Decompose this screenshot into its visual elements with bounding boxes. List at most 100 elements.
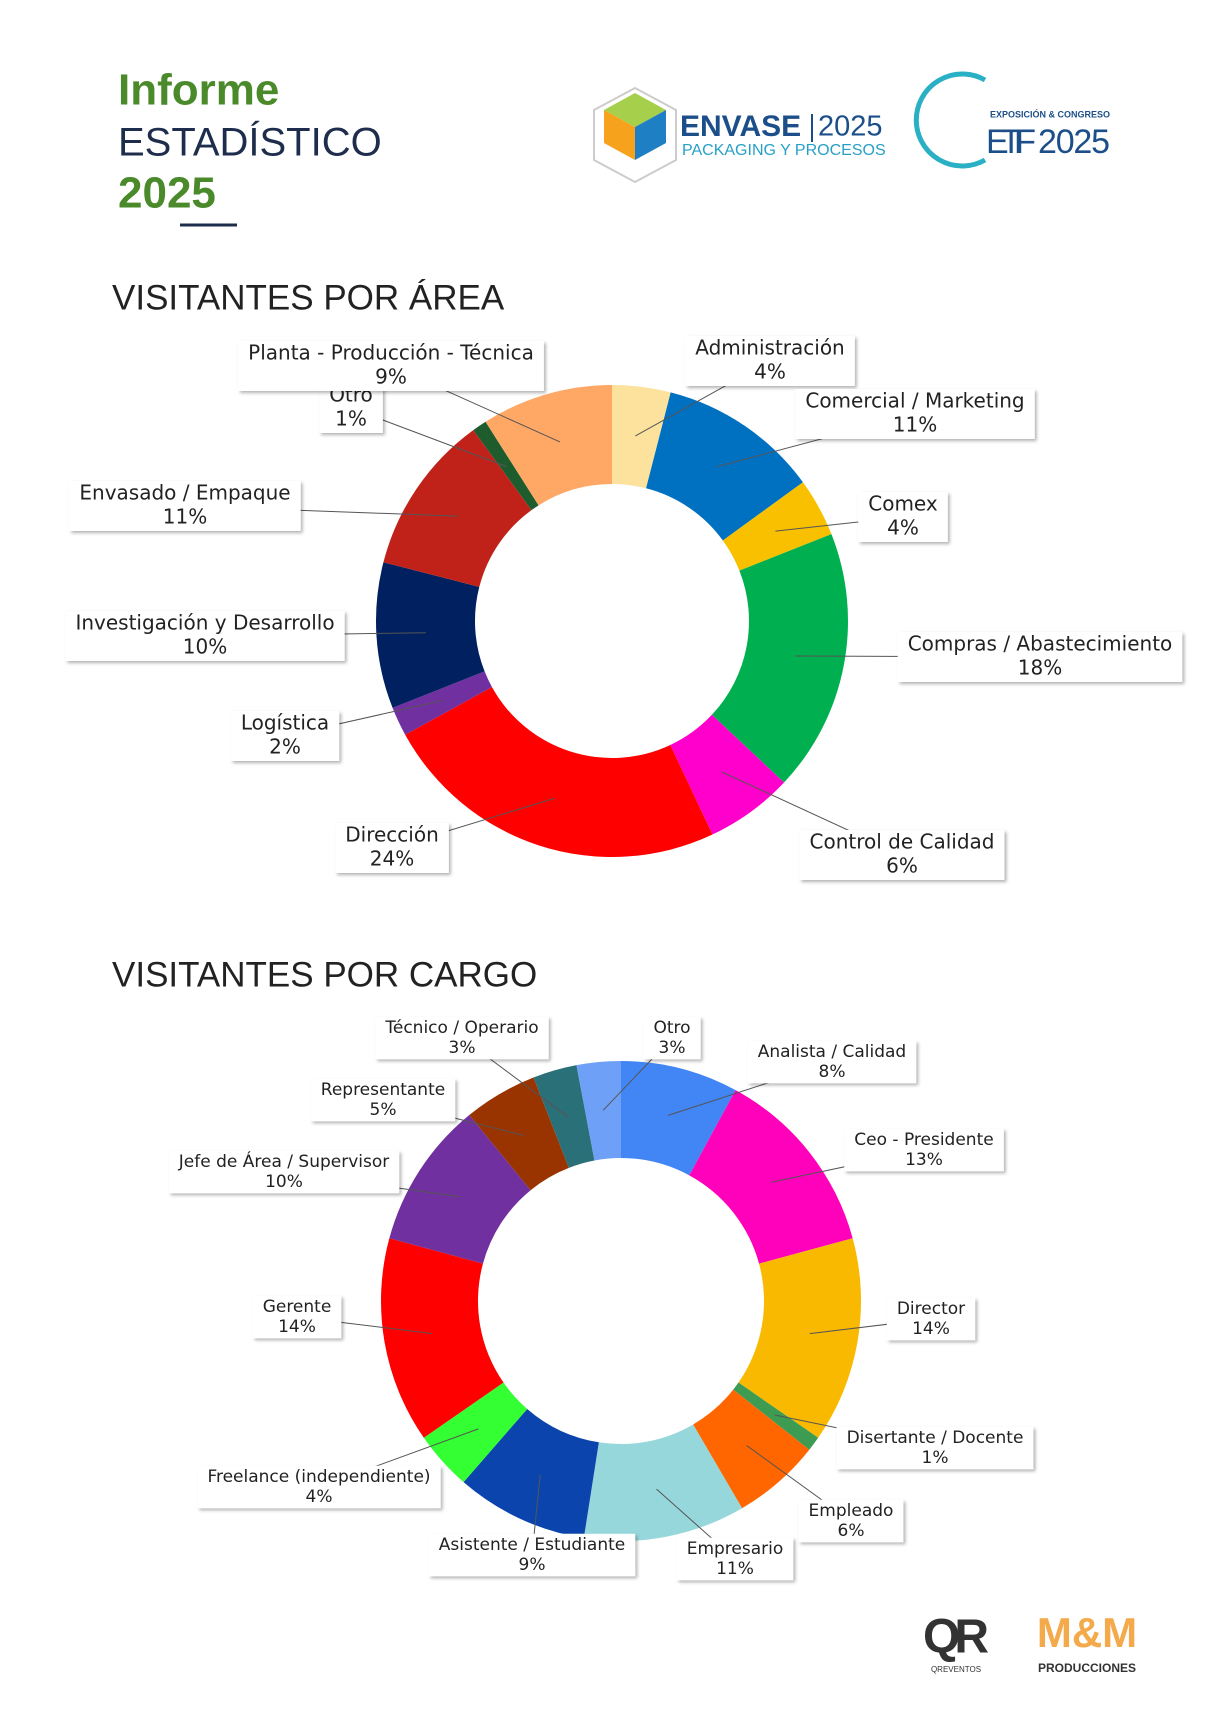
value-label: 5%: [370, 1100, 397, 1120]
value-label: 10%: [183, 635, 227, 659]
category-label: Comex: [868, 492, 938, 516]
donut-slice: [689, 1090, 853, 1264]
data-label: Freelance (independiente)4%: [197, 1428, 479, 1509]
chart-title: VISITANTES POR ÁREA: [112, 278, 505, 317]
value-label: 8%: [819, 1062, 846, 1082]
value-label: 14%: [278, 1317, 316, 1337]
label-box: [836, 1426, 1034, 1470]
value-label: 4%: [306, 1487, 333, 1507]
donut-slice: [423, 1382, 528, 1483]
slices: [376, 385, 848, 857]
value-label: 6%: [886, 854, 918, 878]
label-box: [795, 389, 1035, 439]
donut-slice: [376, 562, 485, 708]
donut-slice: [392, 671, 492, 735]
slices: [381, 1061, 861, 1541]
label-box: [238, 341, 544, 391]
value-label: 18%: [1018, 656, 1062, 680]
title-line: 2025: [118, 169, 216, 218]
donut-slice: [463, 1408, 599, 1539]
label-box: [676, 1537, 794, 1581]
value-label: 4%: [887, 516, 919, 540]
category-label: Representante: [321, 1080, 445, 1100]
category-label: Logística: [241, 711, 329, 735]
category-label: Ceo - Presidente: [854, 1130, 993, 1150]
title-line: ESTADÍSTICO: [118, 120, 382, 165]
value-label: 24%: [370, 847, 414, 871]
donut-slice: [646, 392, 803, 541]
title-line: Informe: [118, 66, 279, 115]
label-box: [844, 1128, 1004, 1172]
logo-text: PACKAGING Y PROCESOS: [682, 142, 886, 159]
category-label: Asistente / Estudiante: [439, 1535, 626, 1555]
label-box: [428, 1533, 636, 1577]
donut-slice: [583, 1424, 743, 1541]
label-box: [685, 336, 855, 386]
value-label: 4%: [754, 360, 786, 384]
logo-text: QREVENTOS: [931, 1665, 981, 1674]
label-box: [643, 1016, 701, 1060]
value-label: 11%: [716, 1559, 754, 1579]
category-label: Empleado: [809, 1501, 894, 1521]
logo-text: ENVASE: [680, 110, 801, 143]
value-label: 1%: [922, 1448, 949, 1468]
qr-logo: QR QREVENTOS: [923, 1611, 989, 1674]
category-label: Freelance (independiente): [207, 1467, 430, 1487]
label-box: [886, 1297, 976, 1341]
label-box: [799, 830, 1005, 880]
value-label: 14%: [912, 1319, 950, 1339]
logo-text: ETIF: [986, 123, 1036, 161]
value-label: 9%: [519, 1555, 546, 1575]
donut-slice: [576, 1061, 621, 1161]
category-label: Investigación y Desarrollo: [75, 611, 334, 635]
chart-title: VISITANTES POR CARGO: [112, 955, 537, 994]
category-label: Gerente: [263, 1297, 332, 1317]
logo-text: EXPOSICIÓN & CONGRESO: [990, 108, 1110, 119]
category-label: Compras / Abastecimiento: [908, 632, 1173, 656]
category-label: Empresario: [687, 1539, 784, 1559]
value-label: 11%: [893, 413, 937, 437]
donut-slice: [738, 1238, 861, 1438]
label-box: [168, 1150, 400, 1194]
category-label: Dirección: [345, 823, 439, 847]
category-label: Jefe de Área / Supervisor: [178, 1150, 389, 1172]
category-label: Técnico / Operario: [384, 1018, 538, 1038]
label-box: [375, 1016, 549, 1060]
category-label: Analista / Calidad: [758, 1042, 906, 1062]
category-label: Comercial / Marketing: [805, 389, 1024, 413]
donut-slice: [711, 534, 848, 783]
category-label: Envasado / Empaque: [79, 481, 290, 505]
label-box: [252, 1295, 342, 1339]
logo-text: 2025: [818, 111, 883, 143]
donut-slice: [621, 1061, 736, 1176]
value-label: 3%: [449, 1038, 476, 1058]
value-label: 13%: [905, 1150, 943, 1170]
label-box: [197, 1465, 441, 1509]
envase-logo: ENVASE 2025 PACKAGING Y PROCESOS: [593, 86, 886, 184]
value-label: 3%: [659, 1038, 686, 1058]
donut-slice: [722, 482, 832, 571]
label-box: [310, 1078, 456, 1122]
value-label: 1%: [335, 407, 367, 431]
etif-logo: EXPOSICIÓN & CONGRESO ETIF 2025: [913, 71, 1110, 169]
value-label: 10%: [265, 1172, 303, 1192]
label-box: [319, 383, 383, 433]
donut-slice: [405, 687, 713, 857]
logo-text: PRODUCCIONES: [1038, 1661, 1136, 1675]
